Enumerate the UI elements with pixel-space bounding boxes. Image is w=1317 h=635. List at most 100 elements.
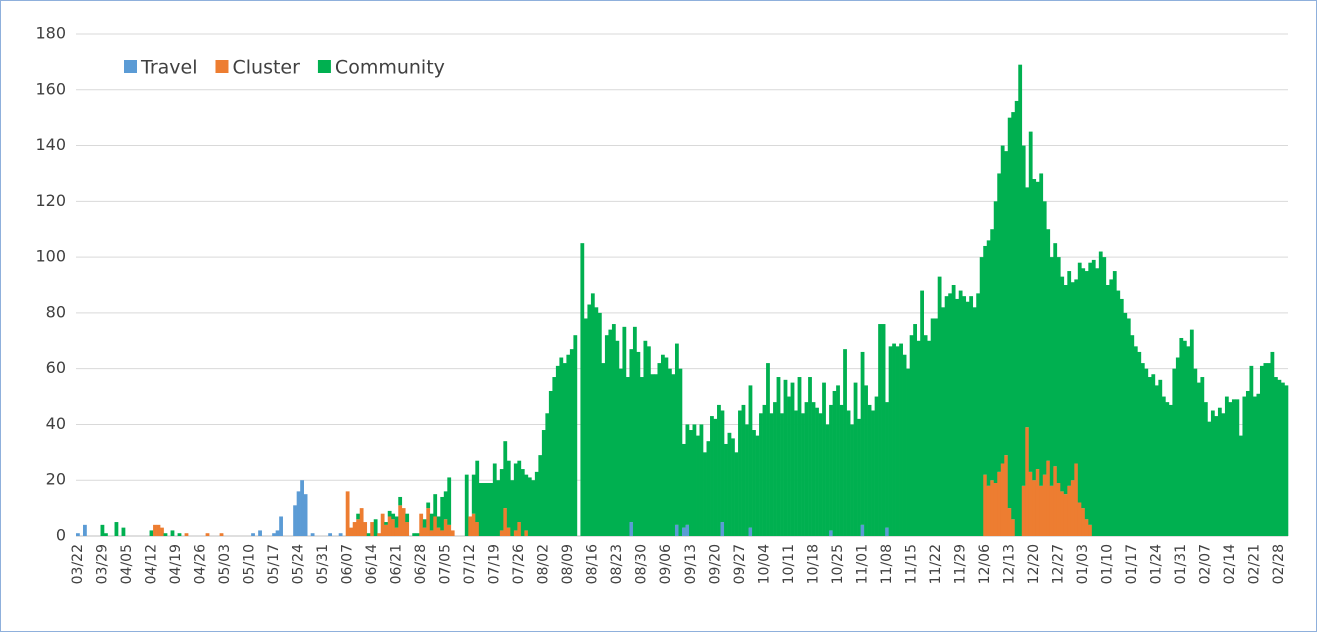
bar-segment — [720, 410, 725, 523]
bar-segment — [422, 519, 427, 528]
bar-segment — [1203, 402, 1208, 536]
x-tick-label: 01/03 — [1075, 544, 1091, 584]
bar-segment — [380, 513, 385, 536]
bar-segment — [622, 326, 627, 536]
bar-segment — [1175, 357, 1180, 536]
bar-segment — [1095, 268, 1100, 536]
bar-segment — [615, 340, 620, 536]
bar-segment — [1000, 463, 1005, 536]
bar-segment — [436, 516, 441, 528]
bar-segment — [412, 533, 417, 536]
bar-segment — [696, 435, 700, 536]
bar-segment — [762, 404, 767, 536]
bar-segment — [1105, 285, 1110, 536]
bar-segment — [1088, 524, 1093, 536]
bar-segment — [503, 441, 508, 509]
bar-segment — [1011, 519, 1016, 536]
bar-segment — [895, 346, 900, 536]
bar-segment — [699, 424, 704, 536]
bar-segment — [1140, 363, 1145, 536]
bar-segment — [1214, 416, 1219, 536]
bar-segment — [205, 533, 210, 536]
bar-segment — [597, 312, 602, 536]
bar-segment — [429, 513, 434, 531]
bar-segment — [685, 524, 690, 536]
bar-segment — [345, 491, 350, 536]
bar-segment — [1039, 173, 1044, 486]
bar-segment — [1144, 368, 1149, 536]
bar-segment — [738, 410, 742, 536]
bar-segment — [405, 513, 410, 523]
bar-segment — [671, 374, 676, 536]
bar-segment — [650, 374, 655, 536]
x-tick-label: 12/27 — [1051, 544, 1067, 584]
bar-segment — [1102, 257, 1107, 536]
x-tick-label: 05/10 — [241, 544, 257, 584]
bar-segment — [657, 363, 662, 536]
bar-segment — [415, 533, 420, 536]
x-tick-label: 07/26 — [511, 544, 527, 584]
bar-segment — [426, 508, 431, 536]
bar-segment — [566, 354, 571, 536]
bar-segment — [1056, 257, 1061, 484]
bar-segment — [664, 357, 669, 536]
bar-segment — [703, 452, 707, 536]
bar-segment — [492, 463, 497, 536]
x-tick-label: 08/30 — [634, 544, 650, 584]
bar-segment — [689, 430, 693, 536]
bar-segment — [447, 524, 452, 536]
bar-segment — [618, 368, 623, 536]
bar-segment — [857, 418, 861, 536]
bar-segment — [986, 240, 991, 486]
x-tick-label: 05/31 — [315, 544, 331, 584]
bar-segment — [587, 304, 592, 536]
bar-segment — [1028, 131, 1033, 472]
bar-segment — [818, 413, 823, 536]
legend-label: Travel — [140, 57, 197, 79]
bar-segment — [1133, 346, 1138, 536]
bar-segment — [475, 522, 480, 536]
bar-segment — [440, 496, 445, 531]
bar-segment — [1007, 117, 1012, 509]
bar-segment — [660, 354, 665, 536]
x-tick-label: 06/28 — [413, 544, 429, 584]
bar-segment — [310, 533, 315, 536]
bar-segment — [520, 469, 525, 536]
bar-segment — [1186, 346, 1191, 536]
bar-segment — [1025, 427, 1030, 536]
bar-segment — [485, 483, 490, 536]
bar-segment — [1126, 318, 1131, 536]
bar-segment — [1231, 399, 1236, 536]
bar-segment — [972, 307, 977, 536]
bar-segment — [580, 243, 585, 536]
x-tick-label: 07/12 — [462, 544, 478, 584]
bar-segment — [1018, 64, 1023, 536]
bar-segment — [1060, 276, 1065, 492]
bar-segment — [471, 474, 476, 514]
bar-segment — [1091, 259, 1096, 536]
bar-segment — [643, 340, 648, 536]
bar-segment — [731, 438, 735, 536]
bar-segment — [843, 349, 847, 536]
x-tick-label: 12/20 — [1026, 544, 1042, 584]
bar-segment — [1119, 298, 1124, 536]
bar-segment — [1147, 377, 1152, 536]
bar-segment — [930, 318, 935, 536]
bar-segment — [965, 301, 970, 536]
bar-segment — [639, 377, 644, 536]
bar-segment — [258, 530, 262, 536]
x-tick-label: 05/03 — [217, 544, 233, 584]
y-tick-label: 80 — [46, 302, 66, 321]
bar-segment — [170, 530, 175, 536]
bar-segment — [1266, 363, 1271, 536]
bar-segment — [384, 522, 389, 525]
bar-segment — [1196, 382, 1201, 536]
bar-segment — [443, 491, 448, 520]
y-tick-label: 40 — [46, 414, 66, 433]
bar-segment — [1035, 469, 1040, 536]
bar-segment — [1046, 460, 1051, 536]
bar-segment — [149, 530, 154, 536]
bar-segment — [773, 402, 777, 536]
x-tick-label: 01/31 — [1173, 544, 1189, 584]
legend-label: Community — [335, 57, 445, 79]
